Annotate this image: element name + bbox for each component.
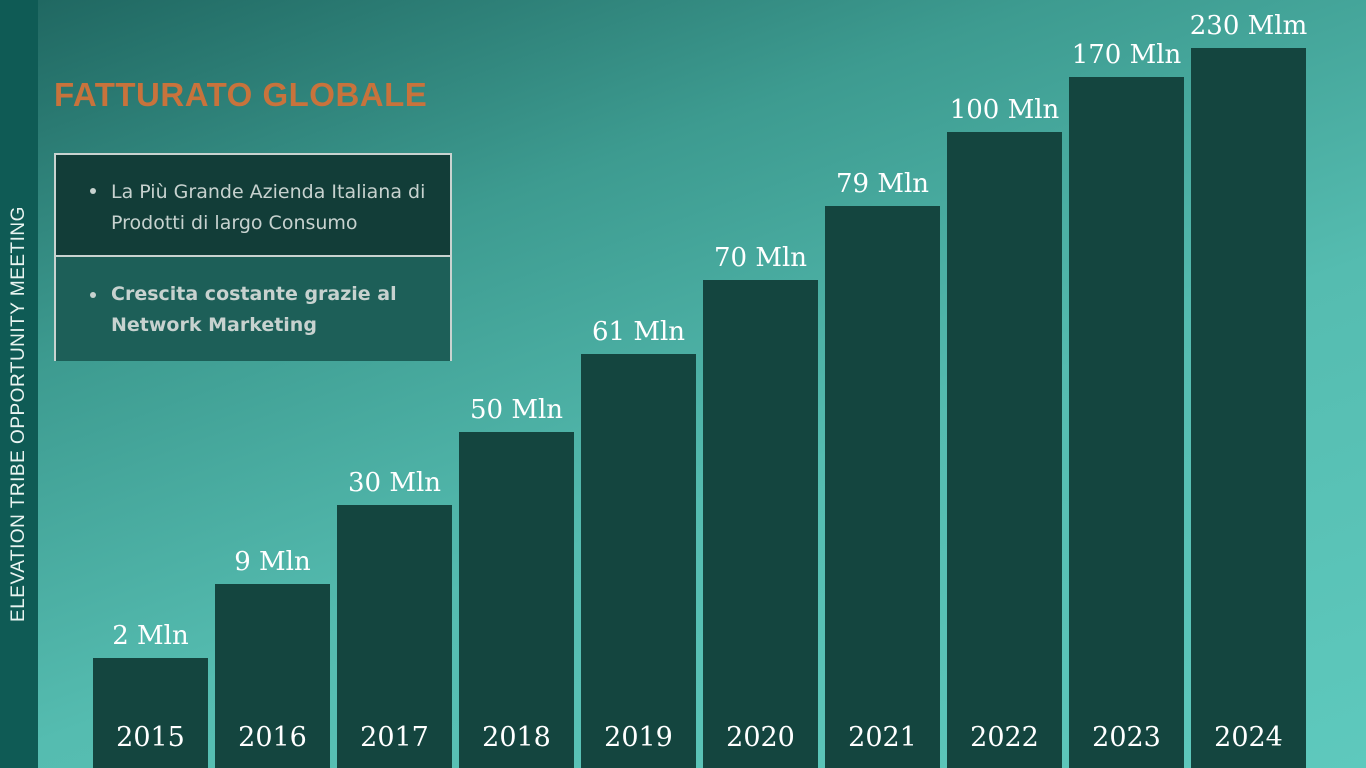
bar-value-label: 50 Mln: [470, 395, 563, 425]
year-label: 2018: [482, 722, 551, 753]
bar-value-label: 170 Mln: [1072, 40, 1182, 70]
bar-value-label: 61 Mln: [592, 317, 685, 347]
year-label: 2017: [360, 722, 429, 753]
bar-2022: [947, 132, 1062, 768]
year-label: 2015: [116, 722, 185, 753]
year-label: 2016: [238, 722, 307, 753]
bar-2019: [581, 354, 696, 768]
info-item-growth: Crescita costante grazie al Network Mark…: [56, 257, 450, 361]
info-item-text: La Più Grande Azienda Italiana di Prodot…: [111, 181, 426, 234]
bar-value-label: 9 Mln: [234, 547, 311, 577]
year-label: 2021: [848, 722, 917, 753]
bar-2015: [93, 658, 208, 768]
bar-2021: [825, 206, 940, 768]
bar-2023: [1069, 77, 1184, 768]
year-label: 2024: [1214, 722, 1283, 753]
bar-value-label: 230 Mlm: [1190, 11, 1307, 41]
side-strip: ELEVATION TRIBE OPPORTUNITY MEETING: [0, 0, 38, 768]
chart-title: FATTURATO GLOBALE: [54, 76, 428, 113]
year-label: 2019: [604, 722, 673, 753]
bar-value-label: 100 Mln: [950, 95, 1060, 125]
bar-value-label: 70 Mln: [714, 243, 807, 273]
bar-2016: [215, 584, 330, 768]
bar-value-label: 79 Mln: [836, 169, 929, 199]
info-box: La Più Grande Azienda Italiana di Prodot…: [54, 153, 452, 361]
info-item-leadership: La Più Grande Azienda Italiana di Prodot…: [56, 155, 450, 257]
year-label: 2023: [1092, 722, 1161, 753]
bullet-icon: [90, 292, 96, 298]
bullet-icon: [90, 188, 96, 194]
bar-2017: [337, 505, 452, 768]
year-label: 2022: [970, 722, 1039, 753]
bar-value-label: 2 Mln: [112, 621, 189, 651]
bar-2020: [703, 280, 818, 768]
year-label: 2020: [726, 722, 795, 753]
bar-value-label: 30 Mln: [348, 468, 441, 498]
bar-2024: [1191, 48, 1306, 768]
bar-2018: [459, 432, 574, 768]
info-item-text: Crescita costante grazie al Network Mark…: [111, 283, 397, 336]
